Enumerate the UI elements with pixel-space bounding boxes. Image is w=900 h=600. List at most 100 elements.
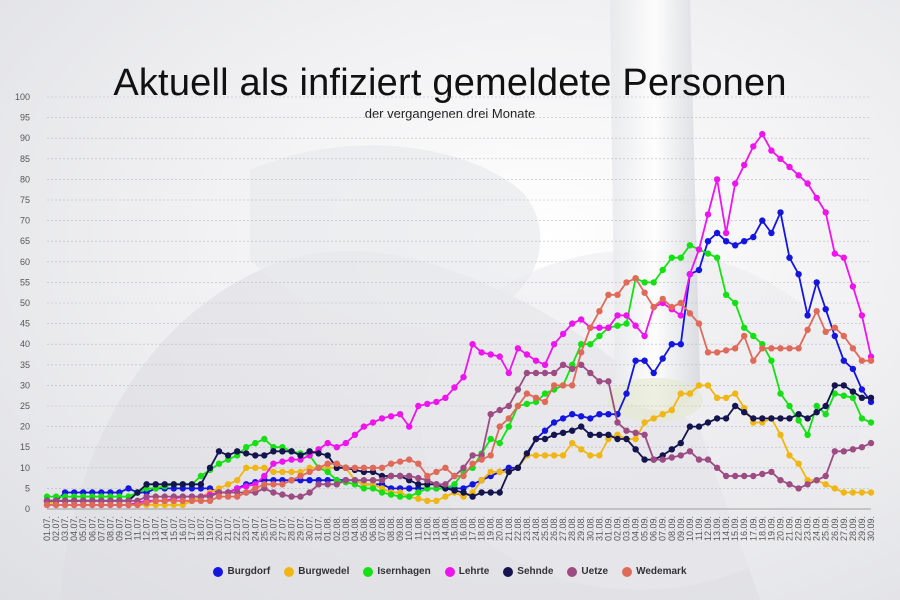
data-point — [578, 423, 585, 430]
x-tick-label: 31.07. — [314, 516, 324, 541]
x-tick-label: 25.09. — [821, 516, 831, 541]
data-point — [831, 324, 838, 331]
data-point — [514, 402, 522, 410]
legend-label: Burgdorf — [227, 566, 271, 577]
data-point — [650, 303, 657, 311]
data-point — [741, 472, 748, 480]
x-tick-label: 18.07. — [196, 516, 206, 541]
data-point — [759, 217, 766, 224]
data-point — [505, 423, 512, 430]
data-point — [279, 448, 286, 455]
data-point — [713, 349, 721, 356]
data-point — [360, 423, 368, 430]
data-point — [750, 332, 757, 340]
x-tick-label: 02.09. — [612, 516, 622, 541]
data-point — [641, 279, 648, 286]
data-point — [360, 477, 368, 484]
data-point — [867, 439, 875, 447]
data-point — [369, 485, 377, 492]
x-tick-label: 19.08. — [486, 516, 496, 541]
data-point — [52, 501, 60, 509]
series-isernhagen — [43, 242, 875, 500]
data-point — [297, 472, 304, 480]
data-point — [695, 423, 703, 430]
data-point — [215, 493, 223, 500]
x-tick-label: 16.09. — [739, 516, 749, 541]
data-point — [98, 501, 105, 509]
x-tick-label: 12.07. — [142, 516, 152, 541]
x-tick-label: 27.07. — [277, 516, 287, 541]
data-point — [279, 458, 286, 465]
x-tick-label: 31.08. — [594, 516, 604, 541]
data-point — [614, 435, 621, 443]
data-point — [243, 483, 250, 490]
data-point — [750, 357, 757, 364]
data-point — [496, 423, 503, 430]
data-point — [596, 452, 603, 459]
data-point — [116, 501, 123, 509]
x-tick-label: 10.08. — [404, 516, 414, 541]
x-tick-label: 01.07. — [42, 516, 52, 541]
data-point — [306, 477, 313, 484]
data-point — [152, 497, 159, 504]
data-point — [505, 402, 512, 410]
data-point — [623, 390, 630, 397]
legend-label: Burgwedel — [298, 566, 350, 577]
data-point — [659, 295, 666, 303]
data-point — [496, 406, 503, 414]
data-point — [315, 450, 322, 457]
data-point — [442, 394, 449, 401]
data-point — [795, 172, 802, 179]
data-point — [442, 464, 449, 471]
data-point — [768, 468, 775, 476]
x-tick-label: 27.09. — [839, 516, 849, 541]
legend-label: Lehrte — [458, 566, 490, 577]
data-point — [261, 464, 268, 471]
data-point — [623, 320, 630, 327]
x-tick-label: 19.07. — [205, 516, 215, 541]
data-point — [442, 481, 449, 488]
data-point — [143, 499, 150, 506]
data-point — [378, 464, 386, 471]
data-point — [451, 481, 458, 488]
data-point — [695, 456, 703, 463]
data-point — [614, 291, 621, 298]
data-point — [596, 308, 603, 315]
x-tick-label: 24.08. — [531, 516, 541, 541]
data-point — [849, 283, 857, 290]
x-tick-label: 28.08. — [567, 516, 577, 541]
data-point — [614, 312, 621, 319]
data-point — [686, 390, 694, 397]
data-point — [822, 472, 829, 480]
x-tick-label: 22.08. — [513, 516, 523, 541]
legend-swatch — [213, 566, 224, 577]
x-tick-label: 03.09. — [622, 516, 632, 541]
x-tick-label: 13.08. — [431, 516, 441, 541]
series-line — [47, 244, 872, 498]
data-point — [867, 419, 875, 426]
data-point — [234, 448, 241, 455]
y-tick-label: 90 — [20, 133, 30, 143]
data-point — [406, 472, 413, 480]
data-point — [61, 501, 69, 509]
data-point — [188, 481, 196, 488]
data-point — [288, 448, 295, 455]
data-point — [478, 477, 485, 484]
x-tick-label: 24.09. — [812, 516, 822, 541]
data-point — [523, 400, 531, 408]
data-point — [369, 464, 377, 471]
legend-swatch — [567, 566, 578, 577]
data-point — [713, 415, 721, 422]
data-point — [741, 409, 748, 416]
data-point — [578, 361, 585, 368]
y-tick-label: 75 — [20, 195, 30, 205]
data-point — [641, 332, 648, 340]
x-tick-label: 26.08. — [549, 516, 559, 541]
x-tick-label: 08.07. — [105, 516, 115, 541]
data-point — [541, 361, 549, 368]
data-point — [813, 402, 820, 410]
data-point — [831, 485, 838, 492]
data-point — [261, 452, 268, 459]
data-point — [849, 446, 857, 453]
data-point — [605, 291, 612, 298]
